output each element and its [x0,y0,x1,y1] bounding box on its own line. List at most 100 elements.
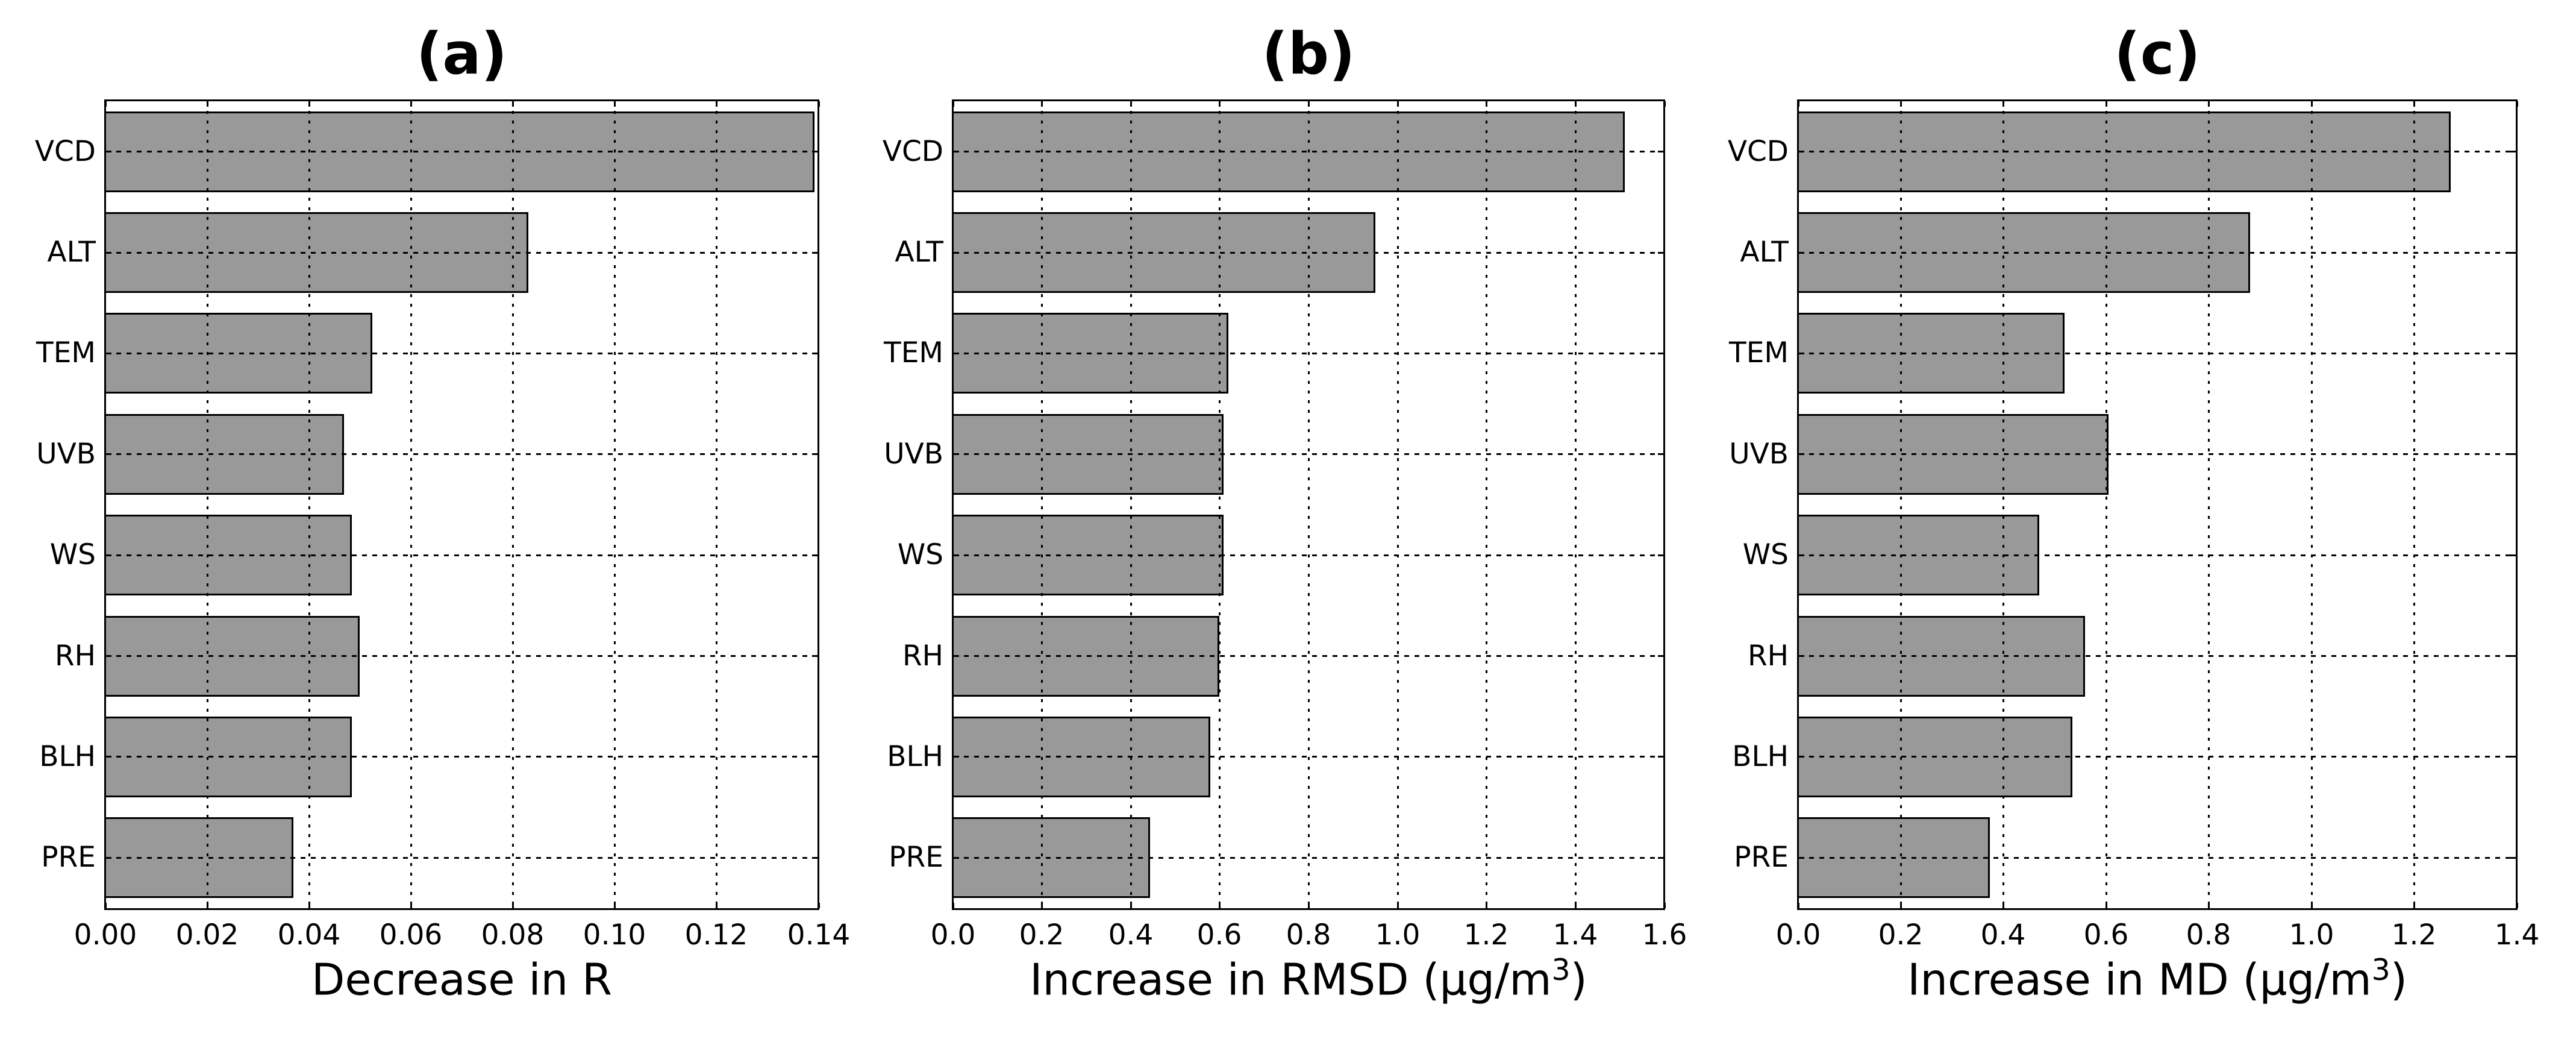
tick-x-bottom-0.4 [2002,903,2004,908]
tick-y-right-uvb [2510,453,2516,455]
panel-title: (a) [416,21,507,87]
tick-y-right-alt [2510,252,2516,254]
panel-title: (b) [1261,21,1355,87]
x-axis-label-text: Decrease in R [311,954,612,1005]
tick-y-right-blh [812,756,818,758]
tick-x-bottom-0.06 [410,903,412,908]
tick-y-left-ws [1799,554,1804,556]
tick-y-left-alt [954,252,959,254]
tick-x-top-0.04 [308,101,310,107]
tick-y-right-rh [1658,655,1663,657]
tick-x-top-0.8 [1308,101,1310,107]
gridline-y-uvb [1799,453,2516,455]
x-tick-label: 0.02 [175,918,239,952]
gridline-y-pre [106,857,818,859]
tick-y-right-vcd [2510,151,2516,152]
tick-x-bottom-0.2 [1900,903,1902,908]
x-tick-label: 0.04 [277,918,341,952]
tick-y-right-vcd [1658,151,1663,152]
gridline-y-blh [1799,756,2516,758]
x-tick-label: 0.12 [684,918,748,952]
panel-b: (b) 0.0 0.2 0.4 0.6 0.8 1.0 1.2 1.4 1.6 VCD ALT TEM U… [883,0,1687,1039]
gridline-y-tem [954,353,1663,354]
tick-y-right-blh [2510,756,2516,758]
y-tick-label-ws: WS [1742,538,1789,571]
y-tick-label-uvb: UVB [884,438,943,471]
x-tick-label: 0.2 [1878,918,1924,952]
tick-y-right-ws [812,554,818,556]
x-axis-label: Increase in MD (μg/m3) [1797,953,2518,1005]
axis-spine-right [1663,99,1665,910]
gridline-x-0.8 [2208,101,2210,908]
tick-x-top-0.12 [716,101,717,107]
tick-x-top-1.2 [1486,101,1487,107]
x-tick-label: 0.8 [1286,918,1331,952]
gridline-y-ws [1799,554,2516,556]
tick-y-right-alt [812,252,818,254]
x-tick-label: 0.14 [787,918,851,952]
x-axis-label-superscript: 3 [2371,953,2390,987]
tick-y-left-ws [954,554,959,556]
x-axis-label-text: Increase in MD (μg/m [1907,954,2372,1005]
tick-y-left-pre [954,857,959,859]
y-tick-label-rh: RH [55,639,96,673]
axis-spine-top [104,99,819,101]
tick-y-right-alt [1658,252,1663,254]
y-tick-label-ws: WS [897,538,943,571]
tick-x-bottom-0.04 [308,903,310,908]
tick-x-bottom-0.4 [1130,903,1132,908]
tick-x-top-1.0 [1397,101,1399,107]
tick-x-bottom-1.0 [2311,903,2313,908]
x-tick-label: 1.6 [1642,918,1687,952]
tick-x-top-1.0 [2311,101,2313,107]
gridline-y-ws [954,554,1663,556]
tick-y-right-tem [2510,353,2516,354]
x-tick-label: 1.0 [1375,918,1421,952]
x-tick-label: 1.2 [2391,918,2437,952]
tick-x-top-0.02 [207,101,208,107]
gridline-x-0.6 [2106,101,2107,908]
y-tick-label-uvb: UVB [1729,438,1789,471]
y-tick-label-pre: PRE [41,841,96,874]
tick-y-left-vcd [106,151,111,152]
tick-y-left-ws [106,554,111,556]
gridline-x-0.4 [1130,101,1132,908]
tick-y-left-blh [954,756,959,758]
tick-x-bottom-1.2 [1486,903,1487,908]
gridline-x-1.4 [1575,101,1577,908]
x-axis-label: Increase in RMSD (μg/m3) [952,953,1665,1005]
tick-x-bottom-0.6 [2106,903,2107,908]
tick-y-right-tem [1658,353,1663,354]
x-tick-label: 0.0 [1775,918,1821,952]
gridline-y-alt [954,252,1663,254]
tick-x-bottom-0.8 [1308,903,1310,908]
x-tick-label: 0.8 [2186,918,2231,952]
gridline-x-0.4 [2002,101,2004,908]
tick-x-bottom-0.2 [1041,903,1043,908]
tick-x-top-0.06 [410,101,412,107]
y-tick-label-vcd: VCD [882,135,943,168]
tick-y-right-pre [2510,857,2516,859]
x-tick-label: 1.4 [2494,918,2540,952]
gridline-y-vcd [1799,151,2516,152]
tick-y-left-alt [1799,252,1804,254]
x-tick-label: 1.2 [1463,918,1509,952]
gridline-x-0.02 [207,101,208,908]
gridline-y-vcd [954,151,1663,152]
axis-spine-top [952,99,1665,101]
gridline-x-0.2 [1041,101,1043,908]
x-axis-label-superscript: 3 [1551,953,1571,987]
tick-y-right-pre [1658,857,1663,859]
tick-x-bottom-0.12 [716,903,717,908]
y-tick-label-uvb: UVB [36,438,96,471]
tick-y-left-blh [106,756,111,758]
tick-x-top-0.10 [614,101,616,107]
tick-x-top-0.6 [1219,101,1221,107]
tick-y-left-rh [1799,655,1804,657]
x-tick-label: 0.0 [930,918,976,952]
plot-area [952,99,1666,910]
x-axis-label-text: Increase in RMSD (μg/m [1030,954,1552,1005]
axis-spine-top [1797,99,2518,101]
x-axis-label-suffix: ) [2390,954,2407,1005]
